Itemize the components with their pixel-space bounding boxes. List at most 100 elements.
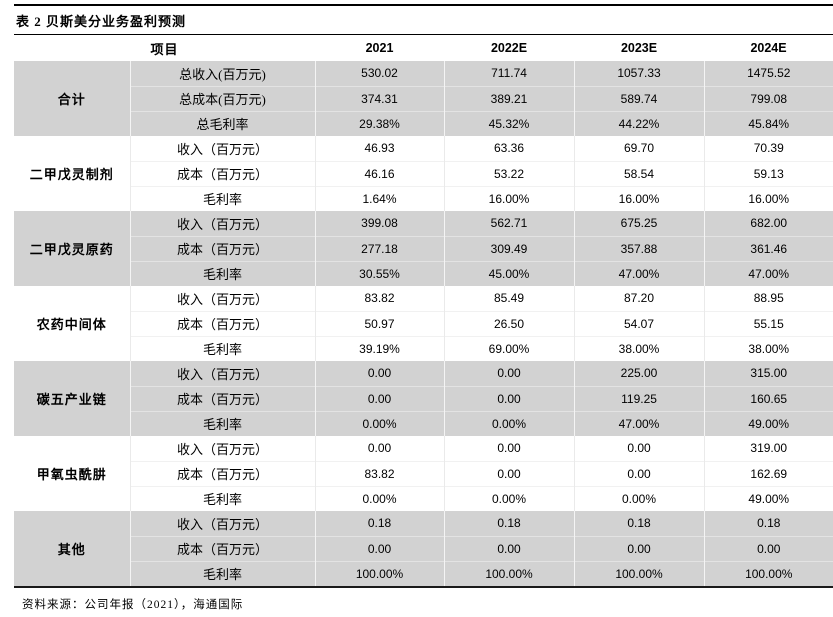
value-cell: 374.31 — [314, 85, 445, 111]
table-row: 二甲戊灵原药 收入（百万元） 399.08 562.71 675.25 682.00 — [14, 211, 833, 286]
table-row: 碳五产业链 收入（百万元） 0.00 0.00 225.00 315.00 — [14, 361, 833, 436]
segment-name: 碳五产业链 — [14, 361, 130, 436]
value-cell: 30.55% — [314, 260, 445, 286]
value-cell: 83.82 — [314, 460, 445, 486]
row-label: 收入（百万元） — [129, 136, 316, 161]
value-cell: 0.00 — [314, 385, 445, 411]
value-cell: 16.00% — [443, 185, 575, 211]
value-cell: 0.00 — [443, 535, 575, 561]
value-cell: 225.00 — [573, 361, 705, 386]
value-cell: 277.18 — [314, 235, 445, 261]
value-cell: 53.22 — [443, 160, 575, 186]
table-row: 毛利率 0.00% 0.00% 47.00% 49.00% — [14, 410, 833, 436]
row-label: 总收入(百万元) — [129, 61, 316, 86]
row-label: 成本（百万元） — [129, 535, 316, 561]
value-cell: 47.00% — [573, 410, 705, 436]
value-cell: 69.00% — [443, 335, 575, 361]
value-cell: 63.36 — [443, 136, 575, 161]
row-label: 总毛利率 — [129, 110, 316, 136]
column-header-year-2023e: 2023E — [574, 35, 705, 61]
value-cell: 0.00% — [314, 410, 445, 436]
value-cell: 46.93 — [314, 136, 445, 161]
value-cell: 26.50 — [443, 310, 575, 336]
value-cell: 49.00% — [703, 485, 833, 511]
row-label: 总成本(百万元) — [129, 85, 316, 111]
table-row: 毛利率 1.64% 16.00% 16.00% 16.00% — [14, 185, 833, 211]
row-label: 成本（百万元） — [129, 460, 316, 486]
table-row: 二甲戊灵制剂 收入（百万元） 46.93 63.36 69.70 70.39 — [14, 136, 833, 211]
value-cell: 0.00 — [573, 535, 705, 561]
row-label: 毛利率 — [129, 410, 316, 436]
value-cell: 0.00 — [573, 436, 705, 461]
value-cell: 0.00% — [314, 485, 445, 511]
value-cell: 0.18 — [573, 511, 705, 536]
segment-name: 合计 — [14, 61, 130, 136]
report-table-block: 表 2 贝斯美分业务盈利预测 项目 2021 2022E 2023E 2024E… — [14, 4, 833, 612]
value-cell: 1475.52 — [703, 61, 833, 86]
value-cell: 50.97 — [314, 310, 445, 336]
value-cell: 399.08 — [314, 211, 445, 236]
value-cell: 162.69 — [703, 460, 833, 486]
table-row: 其他 收入（百万元） 0.18 0.18 0.18 0.18 — [14, 511, 833, 586]
column-header-year-2022e: 2022E — [444, 35, 575, 61]
value-cell: 55.15 — [703, 310, 833, 336]
value-cell: 682.00 — [703, 211, 833, 236]
value-cell: 357.88 — [573, 235, 705, 261]
value-cell: 0.18 — [443, 511, 575, 536]
value-cell: 119.25 — [573, 385, 705, 411]
table-row: 毛利率 0.00% 0.00% 0.00% 49.00% — [14, 485, 833, 511]
source-note: 资料来源：公司年报（2021），海通国际 — [22, 599, 244, 611]
top-rule — [14, 4, 833, 6]
column-header-year-2021: 2021 — [315, 35, 445, 61]
table-row: 成本（百万元） 46.16 53.22 58.54 59.13 — [14, 160, 833, 186]
table-row: 成本（百万元） 83.82 0.00 0.00 162.69 — [14, 460, 833, 486]
value-cell: 160.65 — [703, 385, 833, 411]
table-row: 总毛利率 29.38% 45.32% 44.22% 45.84% — [14, 110, 833, 136]
value-cell: 45.00% — [443, 260, 575, 286]
value-cell: 45.84% — [703, 110, 833, 136]
value-cell: 0.00 — [443, 361, 575, 386]
segment-name: 二甲戊灵原药 — [14, 211, 130, 286]
row-label: 成本（百万元） — [129, 235, 316, 261]
value-cell: 530.02 — [314, 61, 445, 86]
title-rule — [14, 34, 833, 35]
value-cell: 16.00% — [573, 185, 705, 211]
value-cell: 69.70 — [573, 136, 705, 161]
value-cell: 54.07 — [573, 310, 705, 336]
value-cell: 0.00% — [443, 485, 575, 511]
segment-name: 二甲戊灵制剂 — [14, 136, 130, 211]
value-cell: 389.21 — [443, 85, 575, 111]
value-cell: 0.00 — [573, 460, 705, 486]
value-cell: 49.00% — [703, 410, 833, 436]
value-cell: 589.74 — [573, 85, 705, 111]
value-cell: 0.00 — [443, 385, 575, 411]
value-cell: 29.38% — [314, 110, 445, 136]
value-cell: 361.46 — [703, 235, 833, 261]
bottom-rule — [14, 586, 833, 588]
row-label: 成本（百万元） — [129, 160, 316, 186]
value-cell: 100.00% — [703, 560, 833, 586]
value-cell: 319.00 — [703, 436, 833, 461]
value-cell: 45.32% — [443, 110, 575, 136]
value-cell: 47.00% — [703, 260, 833, 286]
column-header-year-2024e: 2024E — [704, 35, 833, 61]
value-cell: 70.39 — [703, 136, 833, 161]
segment-name: 甲氧虫酰肼 — [14, 436, 130, 511]
row-label: 收入（百万元） — [129, 211, 316, 236]
value-cell: 88.95 — [703, 286, 833, 311]
table-row: 毛利率 30.55% 45.00% 47.00% 47.00% — [14, 260, 833, 286]
table-row: 毛利率 39.19% 69.00% 38.00% 38.00% — [14, 335, 833, 361]
value-cell: 85.49 — [443, 286, 575, 311]
value-cell: 309.49 — [443, 235, 575, 261]
value-cell: 799.08 — [703, 85, 833, 111]
value-cell: 38.00% — [703, 335, 833, 361]
table-row: 合计 总收入(百万元) 530.02 711.74 1057.33 1475.52 — [14, 61, 833, 136]
value-cell: 1057.33 — [573, 61, 705, 86]
row-label: 收入（百万元） — [129, 361, 316, 386]
value-cell: 100.00% — [314, 560, 445, 586]
table-row: 成本（百万元） 0.00 0.00 119.25 160.65 — [14, 385, 833, 411]
table-row: 成本（百万元） 277.18 309.49 357.88 361.46 — [14, 235, 833, 261]
value-cell: 0.18 — [703, 511, 833, 536]
value-cell: 0.00 — [314, 361, 445, 386]
value-cell: 38.00% — [573, 335, 705, 361]
